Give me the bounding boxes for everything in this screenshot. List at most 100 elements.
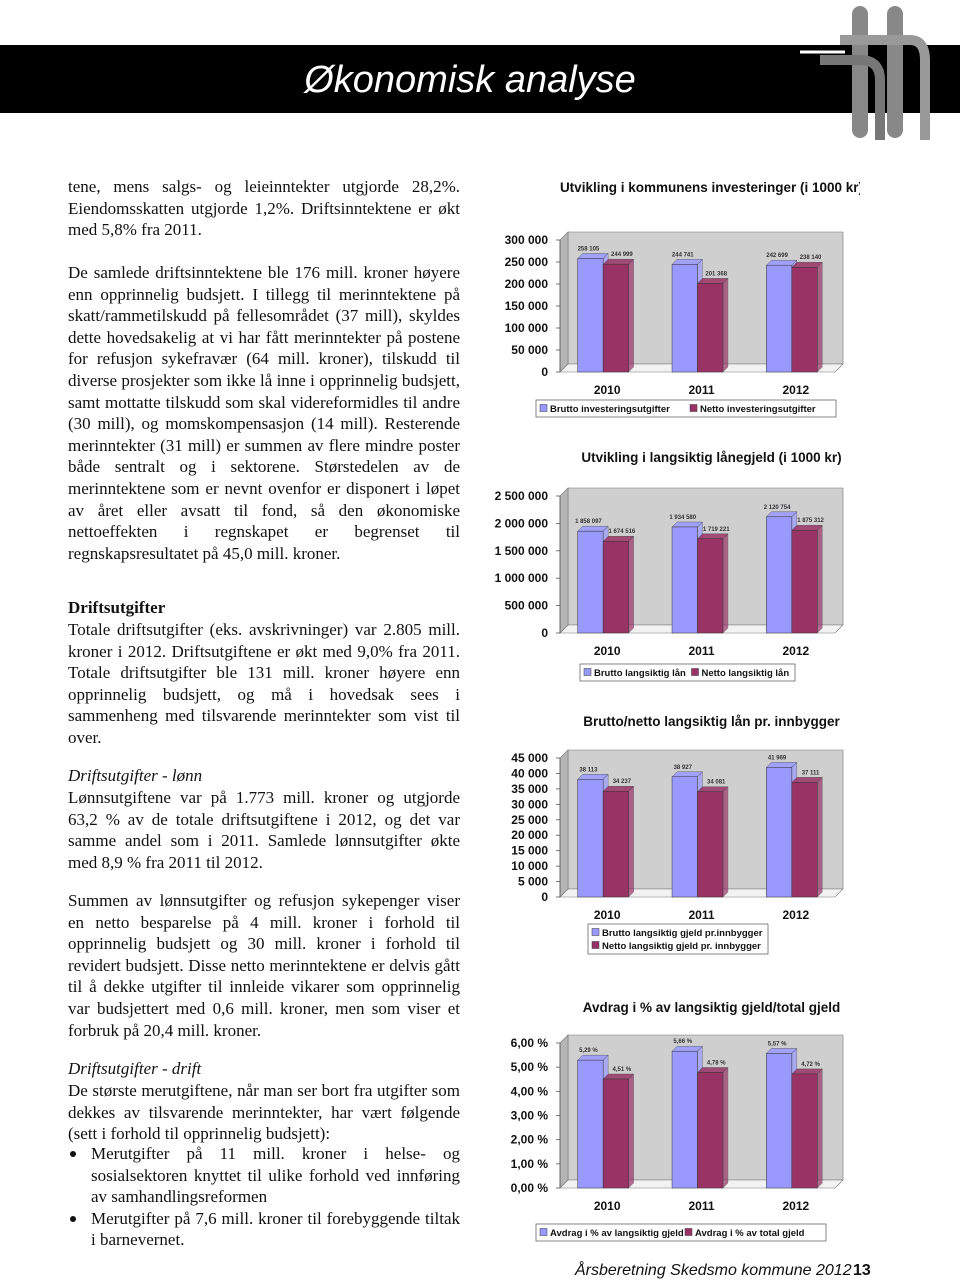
- x-tick-label: 2012: [782, 383, 809, 397]
- x-tick-label: 2011: [688, 383, 714, 397]
- bar: [766, 264, 793, 373]
- bar-top: [602, 536, 635, 542]
- legend-box: [587, 923, 769, 955]
- bar-side: [722, 533, 729, 634]
- bar-top: [791, 525, 823, 531]
- bar: [577, 530, 604, 634]
- value-label: 242 699: [766, 253, 788, 259]
- bar: [577, 779, 604, 898]
- legend-marker: [591, 941, 600, 949]
- subheading: Driftsutgifter - lønn: [68, 766, 203, 785]
- bar: [791, 529, 818, 634]
- x-tick-label: 2010: [594, 644, 621, 658]
- bar: [791, 1073, 818, 1189]
- value-label: 2 120 754: [764, 505, 791, 511]
- legend-label: Brutto langsiktig lån: [594, 668, 686, 679]
- chart-title: Avdrag i % av langsiktig gjeld/total gje…: [583, 1000, 841, 1015]
- bar-top: [697, 278, 729, 284]
- value-label: 244 741: [672, 252, 694, 258]
- value-label: 4,72 %: [801, 1062, 820, 1068]
- value-label: 1 674 516: [609, 529, 636, 535]
- value-label: 38 113: [579, 767, 598, 773]
- legend-marker: [691, 668, 699, 676]
- x-tick-label: 2010: [594, 1199, 621, 1213]
- bar-side: [628, 535, 634, 634]
- bar-top: [765, 1048, 798, 1054]
- paragraph: tene, mens salgs- og leieinntekter utgjo…: [68, 177, 460, 240]
- y-tick-label: 2 000 000: [495, 516, 549, 530]
- y-tick-label: 1,00 %: [511, 1157, 549, 1171]
- legend-marker: [591, 928, 600, 936]
- bar: [766, 1053, 793, 1189]
- bullet: Merutgifter på 11 mill. kroner i helse- …: [68, 1143, 460, 1208]
- bullet: Merutgifter på 7,6 mill. kroner til fore…: [68, 1208, 460, 1251]
- y-tick-label: 10 000: [511, 859, 548, 873]
- y-tick-label: 1 000 000: [495, 571, 549, 585]
- bar-top: [697, 1067, 729, 1073]
- value-label: 4,78 %: [707, 1060, 726, 1066]
- bullet-list: Merutgifter på 11 mill. kroner i helse- …: [68, 1143, 460, 1251]
- bar-side: [817, 776, 823, 898]
- bar-side: [628, 785, 634, 898]
- y-tick-label: 200 000: [505, 277, 549, 291]
- x-tick-label: 2010: [594, 383, 621, 397]
- legend-marker: [583, 668, 592, 676]
- y-tick-label: 500 000: [505, 599, 549, 613]
- bar-top: [791, 777, 823, 783]
- legend-marker: [689, 404, 698, 412]
- bar-side: [817, 524, 823, 634]
- value-label: 4,51 %: [613, 1067, 632, 1073]
- value-label: 37 111: [802, 770, 820, 776]
- y-tick-label: 100 000: [505, 321, 549, 335]
- bar-top: [791, 262, 823, 268]
- y-tick-label: 1 500 000: [495, 544, 549, 558]
- y-tick-label: 35 000: [511, 782, 548, 796]
- x-tick-label: 2011: [688, 644, 714, 658]
- y-tick-label: 6,00 %: [511, 1036, 549, 1050]
- x-tick-label: 2011: [688, 1199, 714, 1213]
- side-wall: [559, 487, 569, 634]
- bar: [697, 538, 724, 634]
- bar-top: [602, 1073, 635, 1080]
- x-tick-label: 2011: [688, 908, 714, 922]
- value-label: 34 237: [613, 779, 632, 785]
- bar-top: [671, 521, 703, 528]
- legend-label: Netto investeringsutgifter: [700, 404, 816, 415]
- legend-label: Netto langsiktig lån: [702, 668, 790, 679]
- bar-side: [722, 1067, 729, 1189]
- legend-label: Brutto langsiktig gjeld pr.innbygger: [602, 928, 763, 939]
- value-label: 1 858 097: [575, 519, 602, 525]
- value-label: 5,57 %: [768, 1041, 787, 1047]
- bar-side: [628, 258, 634, 373]
- logo: [800, 6, 930, 140]
- subheading: Driftsutgifter - drift: [68, 1059, 202, 1078]
- y-tick-label: 3,00 %: [511, 1109, 549, 1123]
- chart: Avdrag i % av langsiktig gjeld/total gje…: [511, 1000, 844, 1242]
- bar-top: [765, 762, 798, 768]
- bar: [697, 1072, 724, 1189]
- chart: Brutto/netto langsiktig lån pr. innbygge…: [511, 714, 844, 955]
- paragraph: Totale driftsutgifter (eks. avskrivninge…: [68, 620, 460, 747]
- value-label: 238 140: [800, 255, 822, 261]
- value-label: 201 368: [705, 271, 727, 277]
- value-label: 258 105: [578, 246, 600, 252]
- paragraph: De største merutgiftene, når man ser bor…: [68, 1081, 460, 1144]
- bar-top: [765, 260, 798, 266]
- legend-label: Avdrag i % av total gjeld: [695, 1228, 805, 1239]
- legend-label: Netto langsiktig gjeld pr. innbygger: [602, 941, 761, 952]
- x-tick-label: 2010: [594, 908, 621, 922]
- x-tick-label: 2012: [782, 644, 809, 658]
- paragraph: Summen av lønnsutgifter og refusjon syke…: [68, 891, 460, 1040]
- y-tick-label: 5,00 %: [511, 1060, 549, 1074]
- bar-top: [577, 774, 609, 780]
- y-tick-label: 0: [541, 626, 548, 640]
- legend-label: Brutto investeringsutgifter: [550, 404, 670, 415]
- bar-top: [765, 511, 798, 517]
- page-number: 13: [853, 1262, 871, 1279]
- x-tick-label: 2012: [782, 908, 809, 922]
- chart: Utvikling i langsiktig lånegjeld (i 1000…: [495, 450, 844, 682]
- value-label: 244 999: [611, 252, 633, 258]
- bar: [671, 1050, 698, 1189]
- value-label: 5,29 %: [579, 1048, 598, 1054]
